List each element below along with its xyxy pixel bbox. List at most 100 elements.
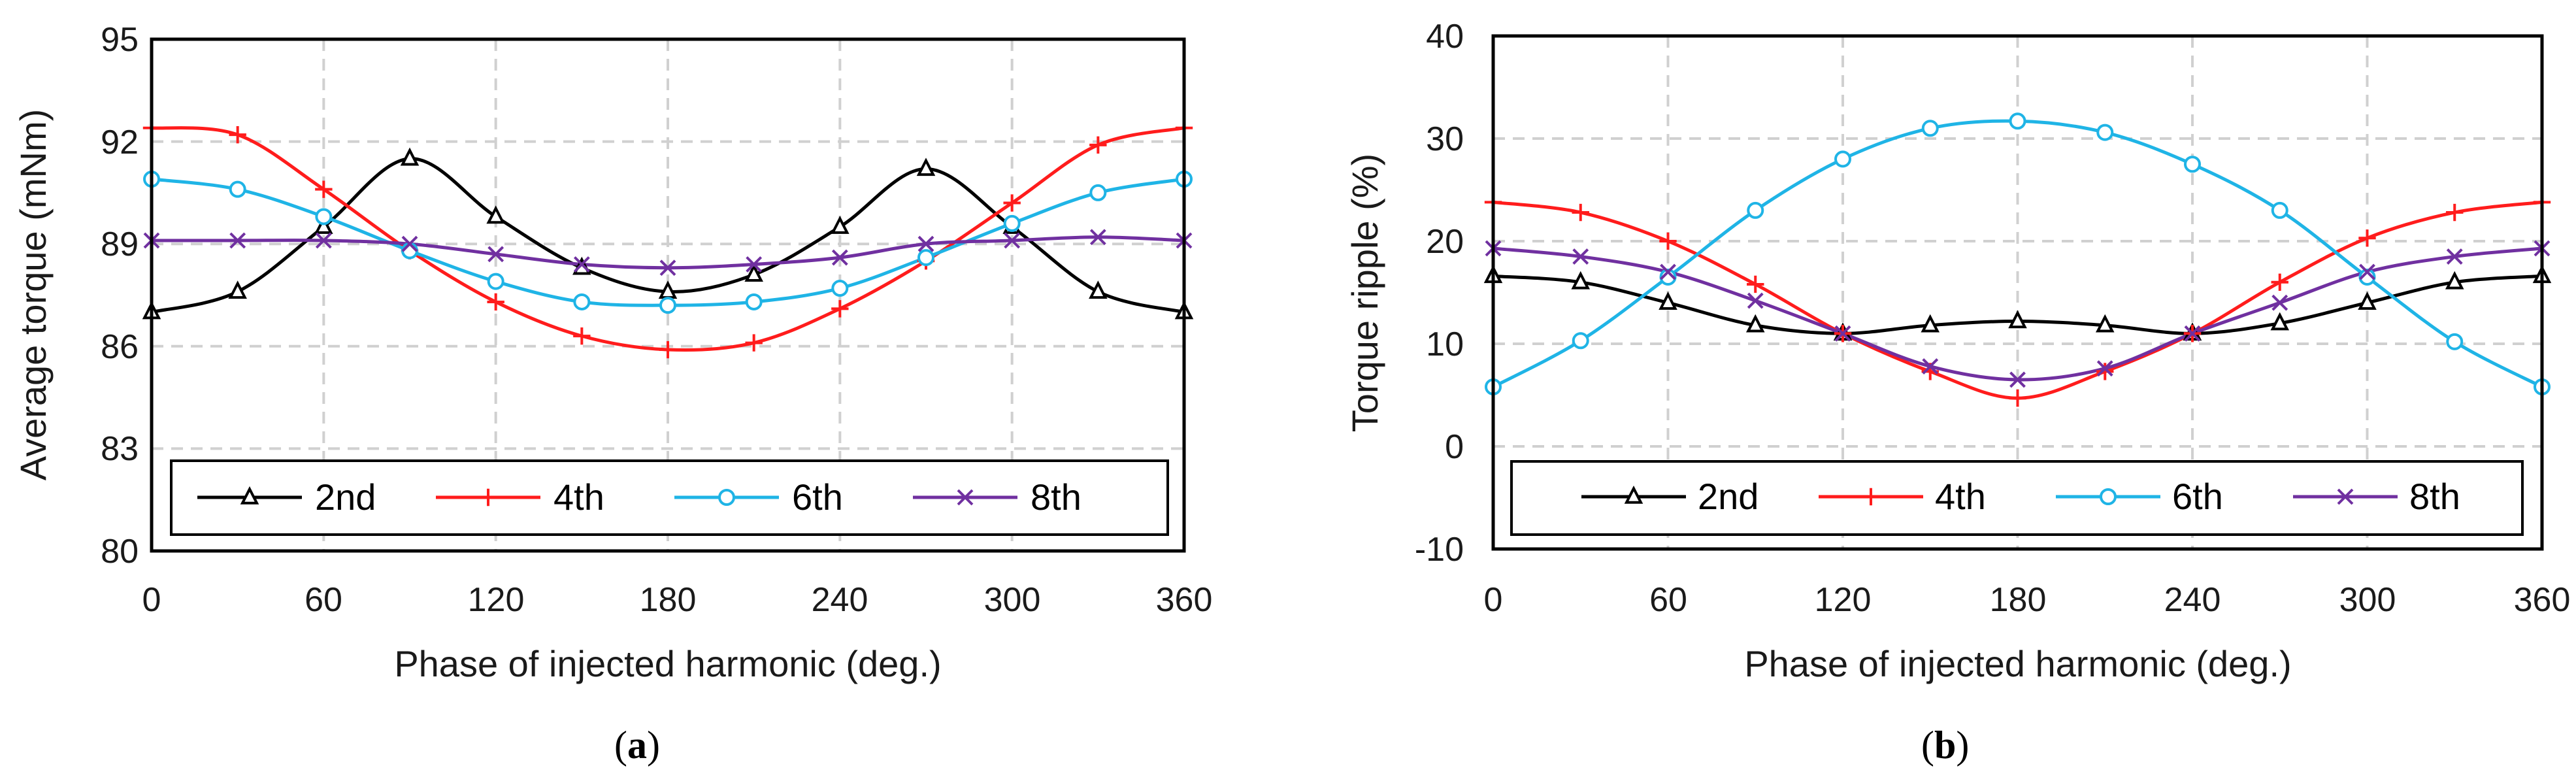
legend-marker-8th bbox=[957, 489, 974, 506]
chart-a-point-4th bbox=[1003, 194, 1021, 212]
chart-b-point-4th bbox=[1572, 203, 1589, 222]
chart-a-xtick: 60 bbox=[305, 581, 342, 619]
legend-label-4th: 4th bbox=[1935, 476, 1986, 517]
chart-b-point-4th bbox=[2009, 390, 2026, 407]
chart-a-legend-item-4th: 4th bbox=[436, 476, 604, 518]
chart-a-point-8th bbox=[401, 235, 418, 252]
chart-b-point-6th bbox=[2358, 268, 2376, 286]
chart-a-point-8th bbox=[1089, 229, 1106, 246]
chart-a-ytick: 83 bbox=[101, 430, 139, 468]
legend-label-4th: 4th bbox=[553, 476, 604, 518]
legend-symbol-2nd bbox=[1624, 485, 1643, 504]
chart-a-x-axis-title: Phase of injected harmonic (deg.) bbox=[394, 643, 941, 684]
chart-a-xtick: 300 bbox=[984, 581, 1041, 619]
chart-a-panel-label-close: ) bbox=[647, 723, 660, 767]
chart-b-point-4th bbox=[1659, 232, 1677, 250]
chart-a-point-6th bbox=[573, 293, 591, 310]
chart-b-ytick: 40 bbox=[1426, 18, 1464, 56]
chart-b-point-6th bbox=[1659, 268, 1677, 286]
chart-b-xtick: 240 bbox=[2164, 581, 2221, 619]
chart-a-ytick: 86 bbox=[101, 328, 139, 366]
chart-a-point-6th bbox=[487, 273, 504, 290]
chart-b-legend-item-6th: 6th bbox=[2056, 476, 2223, 517]
chart-b-panel-label-open: ( bbox=[1921, 723, 1934, 767]
chart-a-point-6th bbox=[315, 208, 333, 225]
chart-b-point-8th bbox=[2271, 294, 2288, 311]
chart-b-point-2nd bbox=[2008, 310, 2027, 329]
legend-marker-6th bbox=[2100, 488, 2117, 505]
chart-b-point-8th bbox=[1747, 292, 1764, 309]
chart-b-y-ticks: -10 0 10 20 30 40 bbox=[1415, 18, 1464, 569]
legend-marker-6th bbox=[718, 489, 735, 506]
chart-b-point-6th bbox=[2271, 201, 2288, 219]
chart-b-point-4th bbox=[2096, 363, 2114, 380]
chart-a-point-4th bbox=[573, 327, 591, 345]
chart-a-y-ticks: 80 83 86 89 92 95 bbox=[101, 21, 139, 571]
chart-a-legend-item-6th: 6th bbox=[674, 476, 843, 518]
chart-b-y-axis-title: Torque ripple (%) bbox=[1344, 154, 1385, 432]
chart-a-point-4th bbox=[745, 334, 763, 352]
chart-b-point-6th bbox=[2096, 124, 2114, 141]
legend-symbol-8th bbox=[957, 489, 974, 506]
chart-a-point-2nd bbox=[1089, 280, 1108, 299]
chart-a-legend-item-2nd: 2nd bbox=[197, 476, 376, 518]
chart-a-panel-label: (a) bbox=[614, 723, 660, 767]
chart-b-point-2nd bbox=[1921, 314, 1940, 333]
chart-a-point-2nd bbox=[314, 216, 333, 234]
chart-b-ytick: 20 bbox=[1426, 223, 1464, 261]
legend-label-8th: 8th bbox=[2409, 476, 2460, 517]
chart-a-point-2nd bbox=[744, 263, 763, 282]
chart-a-legend-item-8th: 8th bbox=[913, 476, 1082, 518]
chart-b-point-4th bbox=[2446, 203, 2464, 222]
chart-b-xtick: 120 bbox=[1815, 581, 1872, 619]
legend-symbol-6th bbox=[718, 489, 735, 506]
legend-marker-8th bbox=[2337, 488, 2354, 505]
chart-a-point-8th bbox=[746, 256, 763, 273]
legend-marker-4th bbox=[479, 488, 497, 507]
chart-b-legend-item-8th: 8th bbox=[2293, 476, 2460, 517]
chart-a-panel-label-open: ( bbox=[614, 723, 627, 767]
chart-b-panel-label-letter: b bbox=[1934, 723, 1956, 767]
chart-a-point-2nd bbox=[658, 280, 678, 299]
chart-a-point-8th bbox=[831, 249, 848, 266]
chart-a-point-8th bbox=[315, 232, 332, 249]
chart-b-point-2nd bbox=[2445, 271, 2464, 290]
chart-a-xtick: 180 bbox=[640, 581, 697, 619]
legend-marker-2nd bbox=[240, 486, 259, 505]
chart-b-plot-frame bbox=[1491, 34, 2544, 551]
chart-a-ytick: 89 bbox=[101, 225, 139, 263]
chart-b-legend-item-4th: 4th bbox=[1819, 476, 1986, 517]
chart-a-markers bbox=[142, 119, 1194, 359]
chart-b-point-8th bbox=[2096, 360, 2113, 377]
chart-b-point-6th bbox=[1572, 332, 1589, 350]
chart-b-point-6th bbox=[1834, 150, 1851, 168]
chart-b-xtick: 180 bbox=[1990, 581, 2047, 619]
chart-a-xtick: 240 bbox=[812, 581, 868, 619]
chart-a-legend: 2nd 4th 6th 8th bbox=[170, 459, 1169, 536]
chart-a-point-4th bbox=[487, 293, 504, 311]
chart-b-point-2nd bbox=[2358, 291, 2377, 310]
chart-b-point-6th bbox=[2446, 333, 2464, 350]
chart-b-point-2nd bbox=[2095, 314, 2115, 333]
legend-symbol-8th bbox=[2337, 488, 2354, 505]
chart-a-ytick: 95 bbox=[101, 21, 139, 59]
chart-b-panel-label: (b) bbox=[1921, 723, 1969, 767]
legend-label-6th: 6th bbox=[792, 476, 843, 518]
chart-b-point-2nd bbox=[1571, 271, 1591, 290]
chart-b-point-2nd bbox=[2270, 312, 2290, 331]
chart-a-point-2nd bbox=[572, 256, 591, 275]
chart-a-point-6th bbox=[1003, 214, 1021, 232]
chart-a-point-8th bbox=[659, 259, 676, 276]
chart-a-point-4th bbox=[831, 300, 849, 318]
chart-b-xtick: 60 bbox=[1649, 581, 1687, 619]
chart-a-point-6th bbox=[229, 180, 246, 198]
legend-symbol-4th bbox=[479, 488, 497, 507]
legend-label-6th: 6th bbox=[2172, 476, 2223, 517]
legend-label-2nd: 2nd bbox=[1698, 476, 1759, 517]
chart-a-xtick: 360 bbox=[1156, 581, 1213, 619]
chart-b-point-4th bbox=[2358, 229, 2376, 247]
chart-a: 80 83 86 89 92 95 0 60 120 180 240 300 3… bbox=[12, 21, 1212, 767]
chart-a-point-4th bbox=[315, 180, 333, 198]
chart-a-ytick: 80 bbox=[101, 533, 139, 571]
